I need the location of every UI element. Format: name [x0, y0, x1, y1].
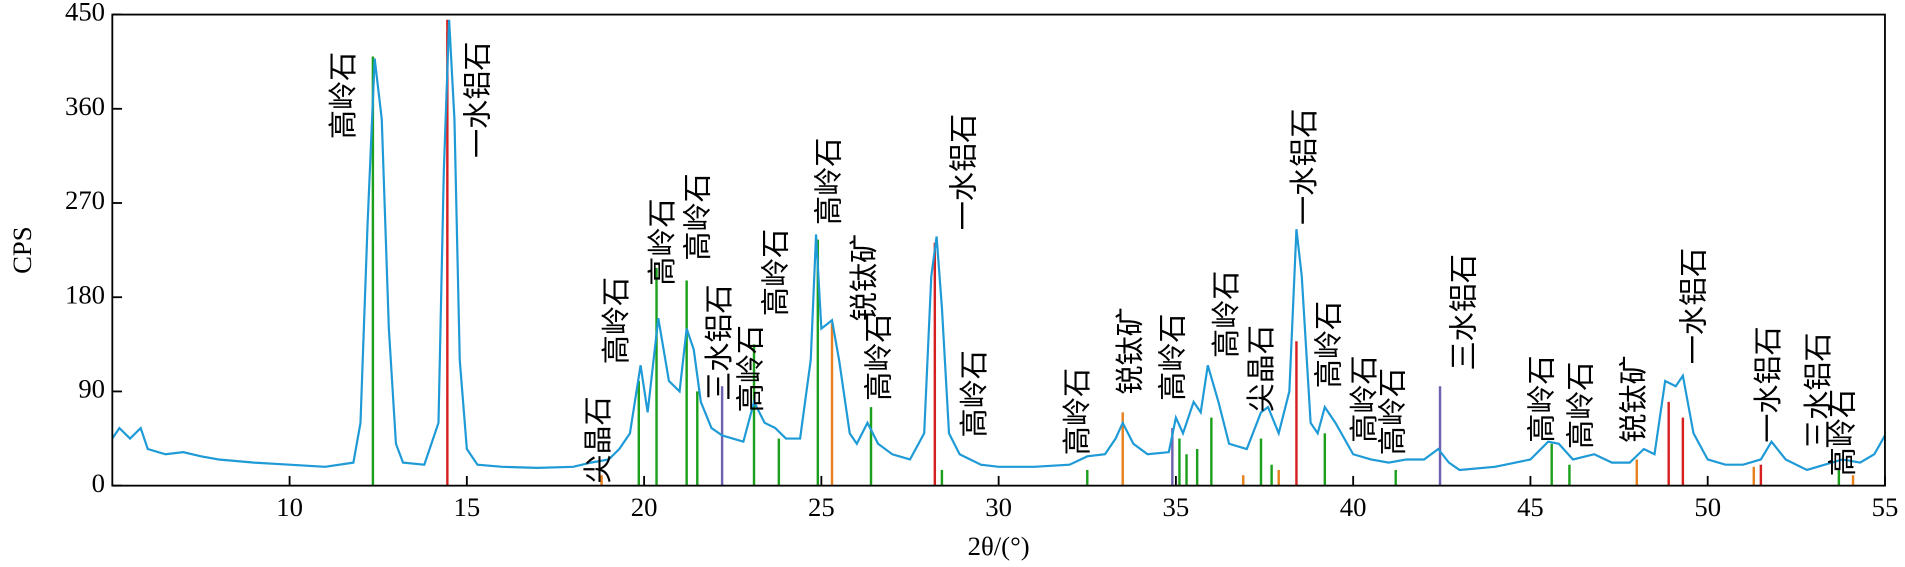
xrd-pattern: [111, 19, 1886, 472]
x-tick-label: 25: [808, 492, 835, 522]
peak-annotation: 锐钛矿: [848, 234, 881, 321]
peak-annotation: 一水铝石: [947, 114, 980, 230]
peak-annotation: 高岭石: [1210, 271, 1243, 358]
peak-annotation: 高岭石: [862, 313, 895, 400]
x-tick-label: 45: [1517, 492, 1544, 522]
peak-annotation: 高岭石: [760, 229, 793, 316]
peak-annotation: 一水铝石: [462, 41, 495, 158]
peak-annotation: 高岭石: [327, 52, 360, 139]
peak-annotation: 高岭石: [1525, 355, 1558, 442]
peak-annotation: 一水铝石: [1752, 326, 1785, 443]
y-tick-label: 90: [78, 374, 105, 404]
peak-annotation: 三水铝石: [1802, 333, 1835, 450]
y-axis-label: CPS: [7, 226, 37, 274]
peak-annotation: 尖晶石: [582, 396, 615, 483]
x-tick-label: 40: [1340, 492, 1367, 522]
x-axis-label: 2θ/(°): [968, 531, 1030, 561]
x-tick-label: 10: [276, 492, 303, 522]
peak-annotation: 锐钛矿: [1617, 355, 1650, 442]
peak-annotation: 高岭石: [1376, 368, 1409, 455]
x-tick-label: 50: [1694, 492, 1721, 522]
peak-annotation: 尖晶石: [1245, 325, 1278, 412]
peak-annotation: 一水铝石: [1678, 248, 1711, 364]
x-tick-label: 30: [985, 492, 1012, 522]
y-tick-label: 450: [65, 0, 105, 27]
y-tick-label: 0: [92, 468, 105, 498]
peak-annotation: 锐钛矿: [1114, 307, 1147, 394]
y-tick-label: 270: [65, 185, 105, 215]
y-tick-label: 180: [65, 279, 105, 309]
peak-annotation: 高岭石: [1313, 301, 1346, 388]
x-tick-label: 15: [453, 492, 480, 522]
peak-annotation: 高岭石: [600, 277, 633, 364]
x-tick-label: 20: [631, 492, 658, 522]
peak-annotation: 高岭石: [1061, 368, 1094, 455]
peak-annotation: 三水铝石: [1447, 254, 1480, 370]
y-tick-label: 360: [65, 91, 105, 121]
peak-annotation: 高岭石: [1157, 313, 1190, 400]
peak-annotation: 高岭石: [646, 198, 679, 285]
peak-annotation: 高岭石: [958, 350, 991, 437]
peak-annotation: 三水铝石: [703, 284, 736, 400]
peak-annotation: 高岭石: [1564, 362, 1597, 449]
x-tick-label: 55: [1872, 492, 1899, 522]
peak-annotation: 高岭石: [1348, 355, 1381, 442]
peak-annotation: 高岭石: [1827, 389, 1860, 476]
peak-annotation: 高岭石: [813, 138, 846, 225]
x-tick-label: 35: [1163, 492, 1190, 522]
peak-annotation: 高岭石: [682, 173, 715, 260]
peak-annotation: 高岭石: [735, 325, 768, 412]
peak-annotation: 一水铝石: [1288, 108, 1321, 224]
